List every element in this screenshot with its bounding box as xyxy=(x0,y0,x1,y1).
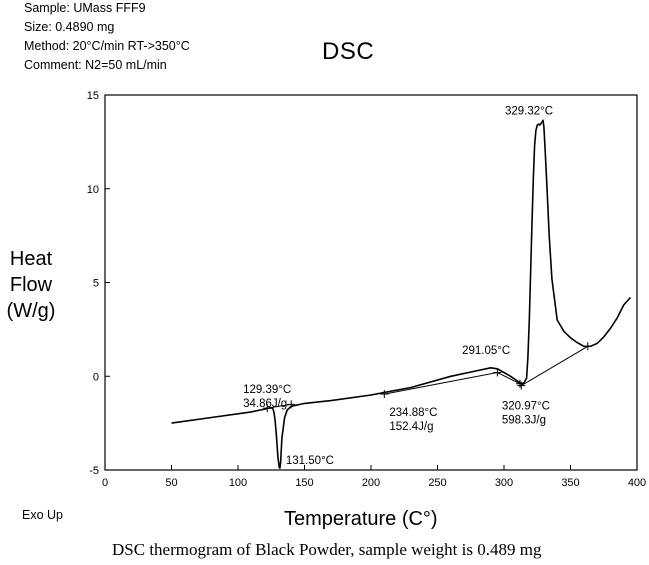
y-tick-label: 5 xyxy=(93,278,99,290)
y-axis-label-line: Heat xyxy=(9,248,53,270)
peak-annotation: 329.32°C xyxy=(505,105,553,117)
figure-caption: DSC thermogram of Black Powder, sample w… xyxy=(112,540,542,559)
x-tick-label: 300 xyxy=(495,477,513,489)
peak-annotation: 129.39°C xyxy=(243,384,291,396)
x-tick-label: 350 xyxy=(561,477,579,489)
x-axis-label: Temperature (C°) xyxy=(284,508,438,530)
x-tick-label: 250 xyxy=(428,477,446,489)
peak-annotation: 131.50°C xyxy=(286,455,334,467)
x-tick-label: 100 xyxy=(229,477,247,489)
method-label: Method: 20°C/min RT->350°C xyxy=(24,39,190,53)
y-axis-label: Heat Flow (W/g) xyxy=(4,246,58,324)
y-tick-label: 10 xyxy=(87,184,99,196)
comment-label: Comment: N2=50 mL/min xyxy=(24,58,167,72)
chart-title: DSC xyxy=(322,38,375,65)
x-tick-label: 50 xyxy=(165,477,177,489)
sample-label: Sample: UMass FFF9 xyxy=(24,1,146,15)
peak-annotation: 320.97°C xyxy=(502,401,550,413)
x-tick-label: 150 xyxy=(295,477,313,489)
peak-annotation: 234.88°C xyxy=(389,407,437,419)
peak-annotation: 598.3J/g xyxy=(502,415,546,427)
exo-up-label: Exo Up xyxy=(22,508,63,522)
dsc-curve xyxy=(171,119,631,469)
peak-annotation: 34.86J/g xyxy=(243,398,287,410)
size-label: Size: 0.4890 mg xyxy=(24,20,115,34)
y-axis-label-line: Flow xyxy=(9,274,53,296)
integration-baseline xyxy=(521,345,589,387)
y-tick-label: 15 xyxy=(87,90,99,102)
x-tick-label: 0 xyxy=(102,477,108,489)
y-tick-label: 0 xyxy=(93,371,99,383)
peak-annotation: 152.4J/g xyxy=(389,421,433,433)
y-axis-label-line: (W/g) xyxy=(6,300,56,322)
x-tick-label: 200 xyxy=(362,477,380,489)
y-tick-label: -5 xyxy=(89,465,99,477)
plot-frame xyxy=(104,94,638,471)
x-tick-label: 400 xyxy=(628,477,646,489)
peak-annotation: 291.05°C xyxy=(462,345,510,357)
